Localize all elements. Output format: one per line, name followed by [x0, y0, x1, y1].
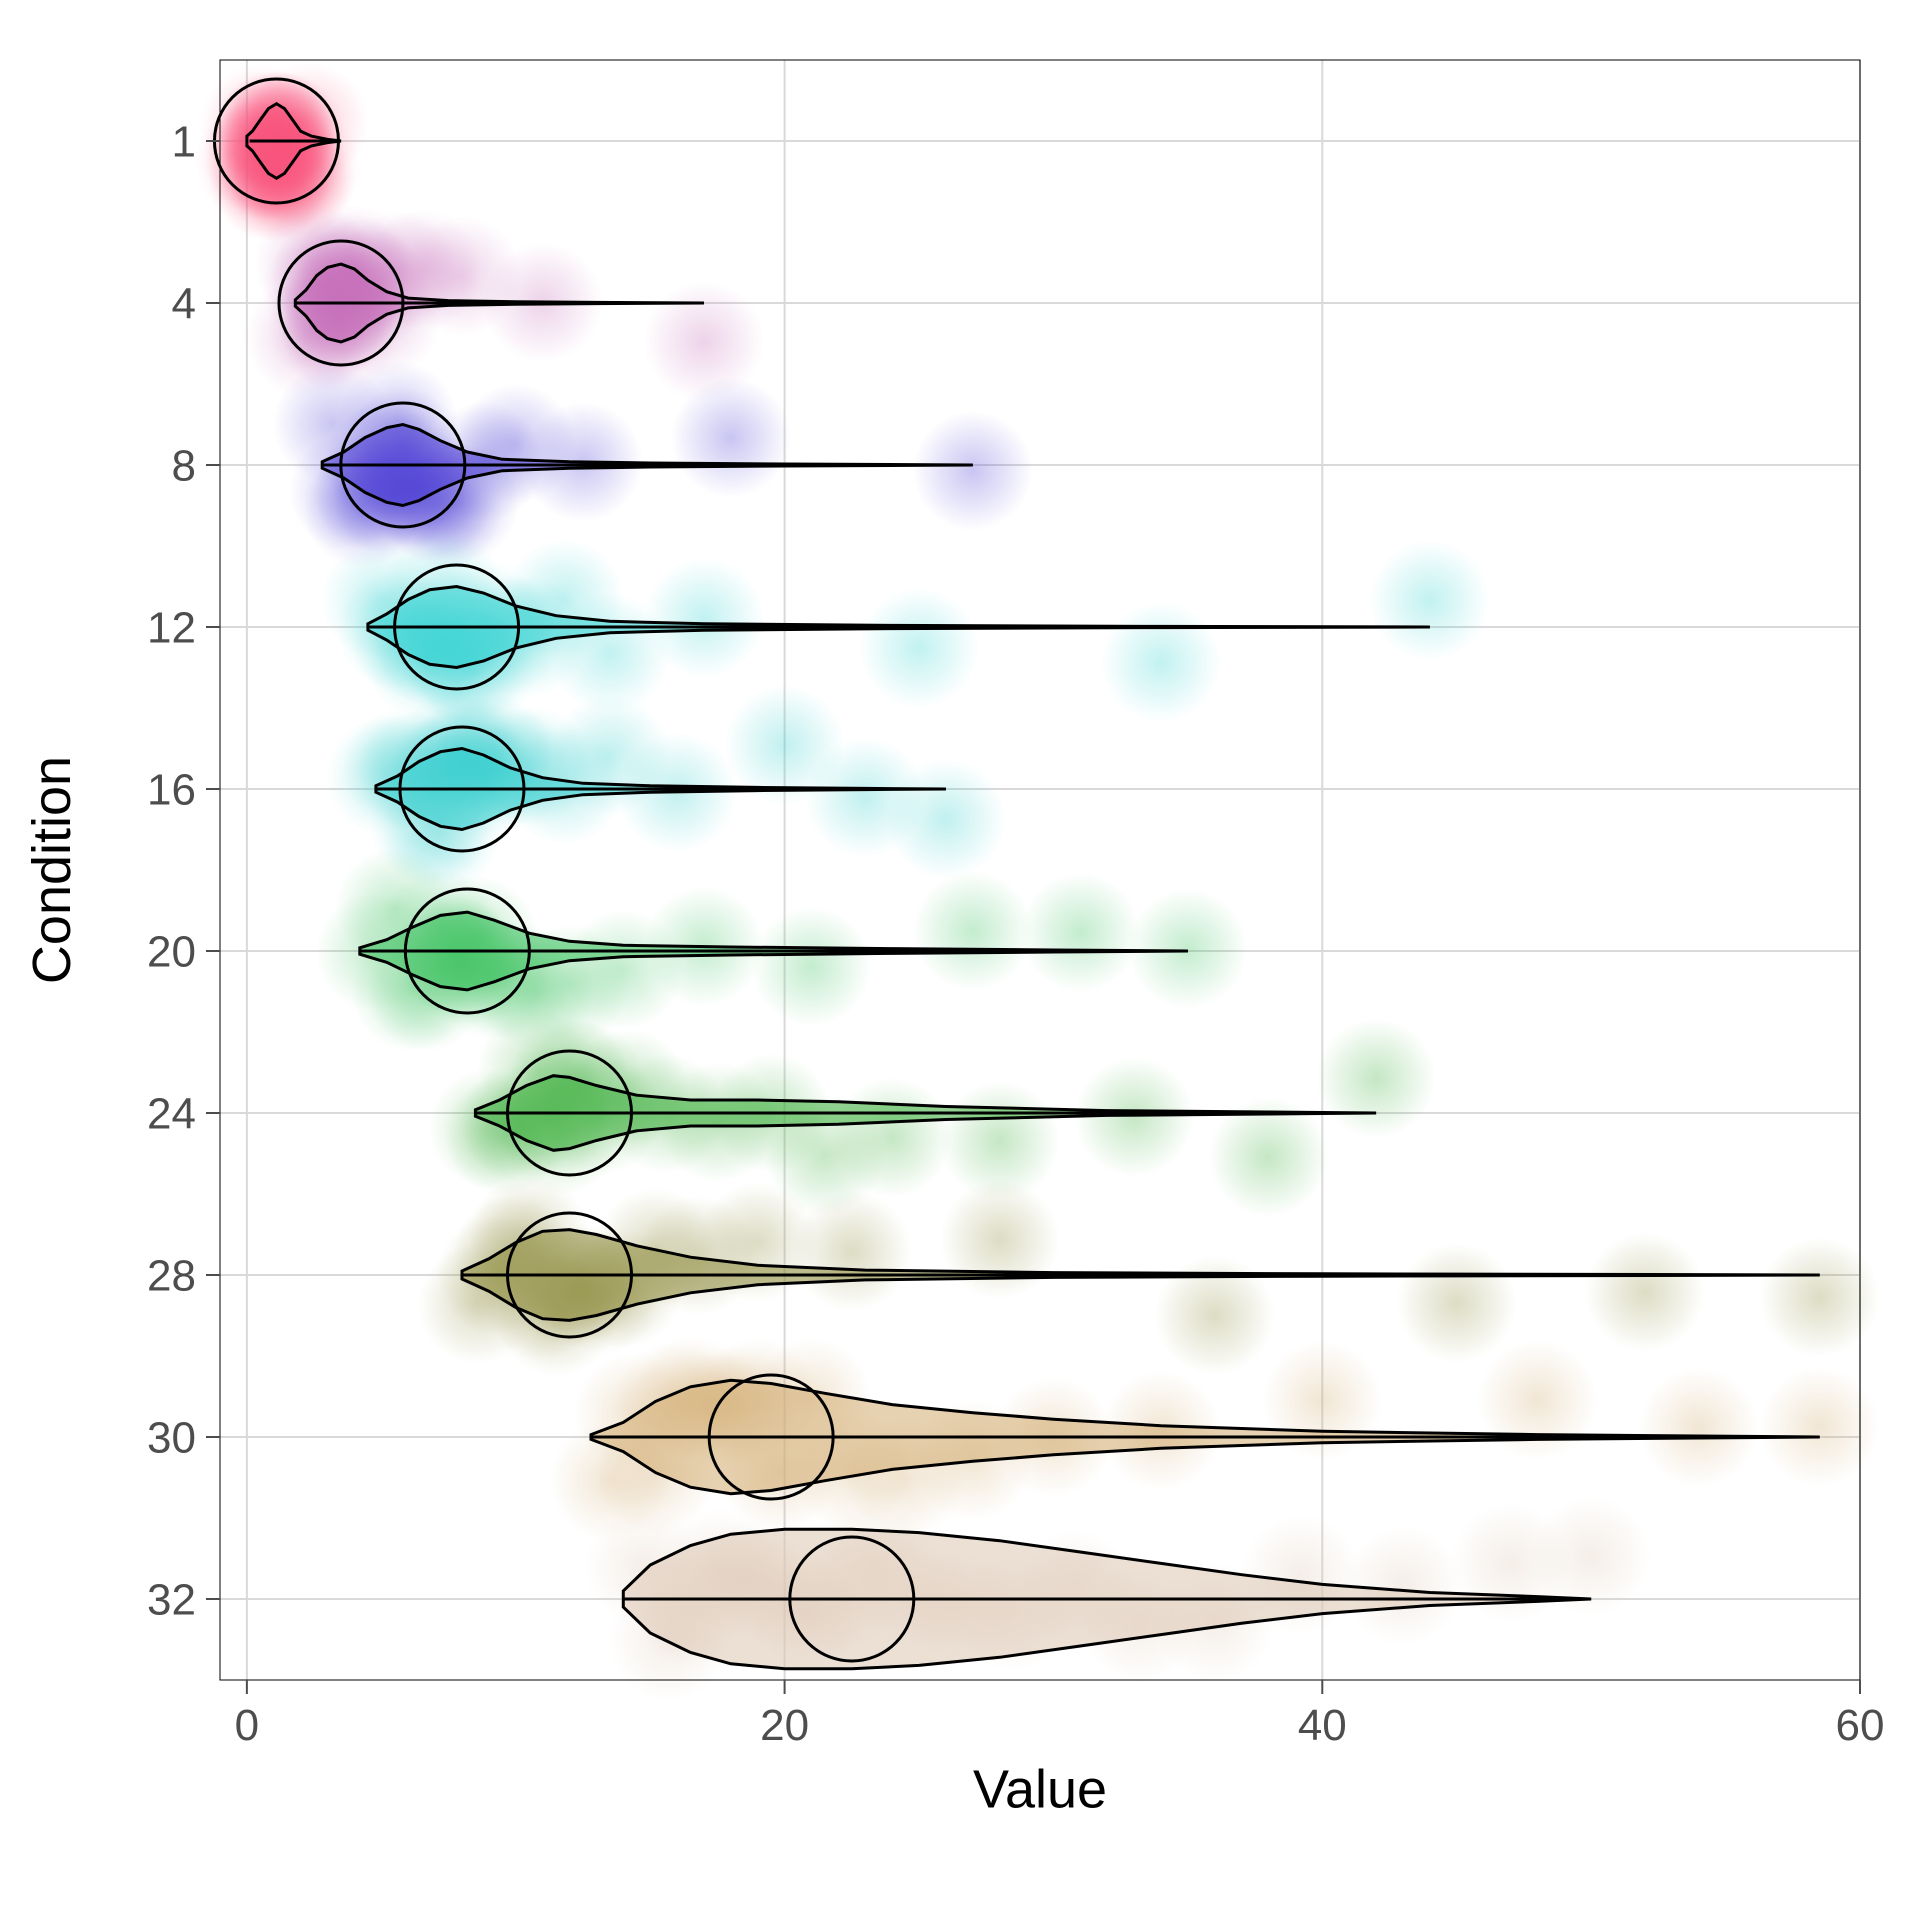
y-tick-label: 12: [147, 603, 196, 652]
y-tick-label: 32: [147, 1575, 196, 1624]
violin-chart: 0 20 40 60 1 4 8 12 16 20 24 28 30 32 Value Condition: [0, 0, 1920, 1920]
x-tick-label: 40: [1298, 1701, 1347, 1750]
y-tick-label: 4: [172, 279, 196, 328]
x-tick-label: 0: [235, 1701, 259, 1750]
y-tick-label: 16: [147, 765, 196, 814]
x-tick-label: 60: [1836, 1701, 1885, 1750]
x-tick-label: 20: [760, 1701, 809, 1750]
chart-svg: 0 20 40 60 1 4 8 12 16 20 24 28 30 32 Value Condition: [0, 0, 1920, 1920]
x-axis-title: Value: [973, 1760, 1107, 1820]
y-axis-title: Condition: [22, 756, 82, 984]
y-tick-label: 8: [172, 441, 196, 490]
y-tick-label: 20: [147, 927, 196, 976]
y-tick-label: 24: [147, 1089, 196, 1138]
y-tick-label: 1: [172, 117, 196, 166]
y-tick-label: 30: [147, 1413, 196, 1462]
y-tick-label: 28: [147, 1251, 196, 1300]
